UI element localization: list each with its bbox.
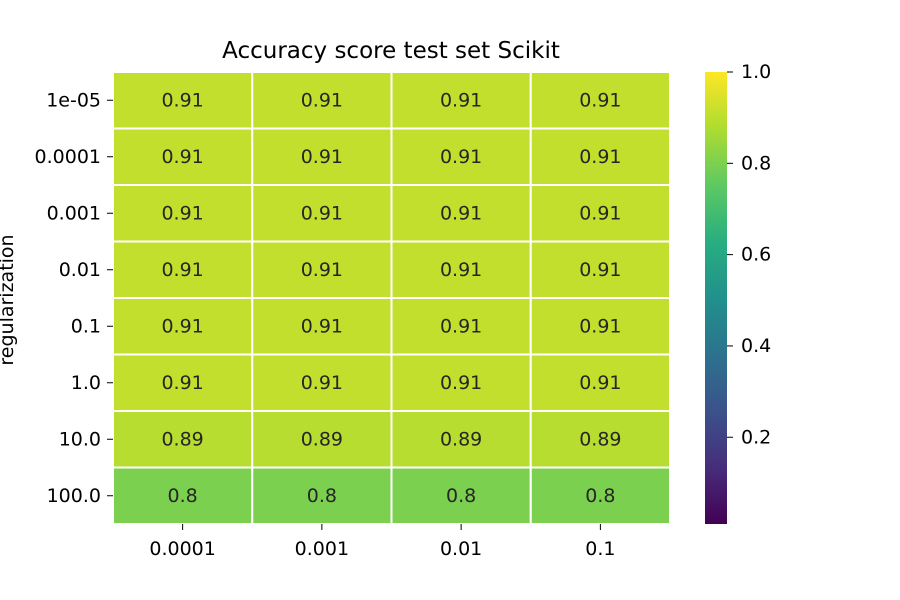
heatmap-cell-label: 0.91 (301, 202, 343, 224)
heatmap-cell-label: 0.91 (579, 259, 621, 281)
y-tick-label: 1.0 (71, 372, 101, 394)
y-axis-label: regularization (0, 234, 18, 365)
heatmap-cell-label: 0.91 (161, 315, 203, 337)
chart-title: Accuracy score test set Scikit (222, 38, 560, 64)
y-tick-label: 100.0 (47, 485, 101, 507)
x-tick-label: 0.01 (440, 538, 482, 560)
heatmap-cell-label: 0.91 (440, 89, 482, 111)
heatmap-cell-label: 0.91 (161, 372, 203, 394)
y-tick-label: 1e-05 (46, 89, 101, 111)
heatmap-cell (390, 353, 532, 412)
colorbar-tick-label: 0.4 (741, 335, 771, 357)
heatmap-cell-labels: 0.91 0.91 0.91 0.91 0.91 0.91 0.91 0.91 0.91 0.91… (161, 89, 621, 507)
heatmap-cell (112, 466, 254, 525)
heatmap-cell-label: 0.91 (579, 315, 621, 337)
x-tick-label: 0.0001 (149, 538, 215, 560)
heatmap-cell (529, 353, 671, 412)
heatmap-cell-label: 0.91 (440, 259, 482, 281)
heatmap-cell-label: 0.91 (301, 372, 343, 394)
heatmap-cell-label: 0.91 (301, 89, 343, 111)
y-axis-ticks: 1e-05 0.0001 0.001 0.01 0.1 1.0 10.0 100.0 (35, 89, 113, 507)
heatmap-cell (251, 184, 393, 243)
y-tick-label: 0.01 (59, 259, 101, 281)
heatmap-cell-label: 0.91 (440, 315, 482, 337)
heatmap-cell-label: 0.91 (301, 146, 343, 168)
heatmap-cell (251, 240, 393, 299)
heatmap-cell (251, 353, 393, 412)
heatmap-cell-label: 0.91 (161, 89, 203, 111)
heatmap-cell (529, 240, 671, 299)
heatmap-cells (112, 71, 671, 525)
heatmap-cell-label: 0.89 (301, 428, 343, 450)
colorbar-tick-label: 0.6 (741, 244, 771, 266)
heatmap-cell-label: 0.91 (440, 146, 482, 168)
y-tick-label: 0.0001 (35, 146, 101, 168)
heatmap-cell-label: 0.91 (579, 89, 621, 111)
colorbar-tick-label: 1.0 (741, 61, 771, 83)
heatmap-cell-label: 0.91 (440, 202, 482, 224)
heatmap-cell (529, 184, 671, 243)
heatmap-cell (112, 353, 254, 412)
y-tick-label: 0.001 (47, 202, 101, 224)
heatmap-cell (251, 71, 393, 130)
y-tick-label: 10.0 (59, 428, 101, 450)
heatmap-cell-label: 0.89 (440, 428, 482, 450)
heatmap-cell (529, 410, 671, 469)
heatmap-cell (390, 466, 532, 525)
heatmap-cell (529, 297, 671, 356)
colorbar-gradient (705, 72, 727, 524)
x-axis-ticks: 0.0001 0.001 0.01 0.1 (149, 524, 615, 560)
colorbar-ticks: 0.2 0.4 0.6 0.8 1.0 (727, 61, 771, 448)
heatmap-cell-label: 0.91 (301, 315, 343, 337)
colorbar-tick-label: 0.2 (741, 426, 771, 448)
y-tick-label: 0.1 (71, 315, 101, 337)
heatmap-cell (390, 410, 532, 469)
x-tick-label: 0.1 (585, 538, 615, 560)
heatmap-cell (390, 297, 532, 356)
heatmap-cell-label: 0.91 (579, 372, 621, 394)
heatmap-cell (251, 297, 393, 356)
x-tick-label: 0.001 (295, 538, 349, 560)
heatmap-cell (529, 71, 671, 130)
heatmap-cell (251, 127, 393, 186)
heatmap-cell-label: 0.89 (161, 428, 203, 450)
heatmap-cell-label: 0.91 (301, 259, 343, 281)
heatmap-cell-label: 0.8 (446, 485, 476, 507)
heatmap-cell-label: 0.89 (579, 428, 621, 450)
heatmap-cell-label: 0.91 (440, 372, 482, 394)
heatmap-cell (529, 127, 671, 186)
colorbar-tick-label: 0.8 (741, 152, 771, 174)
heatmap-cell-label: 0.91 (161, 202, 203, 224)
heatmap-cell-label: 0.91 (579, 202, 621, 224)
heatmap-cell-label: 0.91 (579, 146, 621, 168)
heatmap-cell-label: 0.8 (168, 485, 198, 507)
heatmap-cell-label: 0.91 (161, 146, 203, 168)
heatmap-cell-label: 0.8 (585, 485, 615, 507)
colorbar: 0.2 0.4 0.6 0.8 1.0 (705, 61, 771, 524)
heatmap-cell-label: 0.91 (161, 259, 203, 281)
heatmap-cell-label: 0.8 (307, 485, 337, 507)
